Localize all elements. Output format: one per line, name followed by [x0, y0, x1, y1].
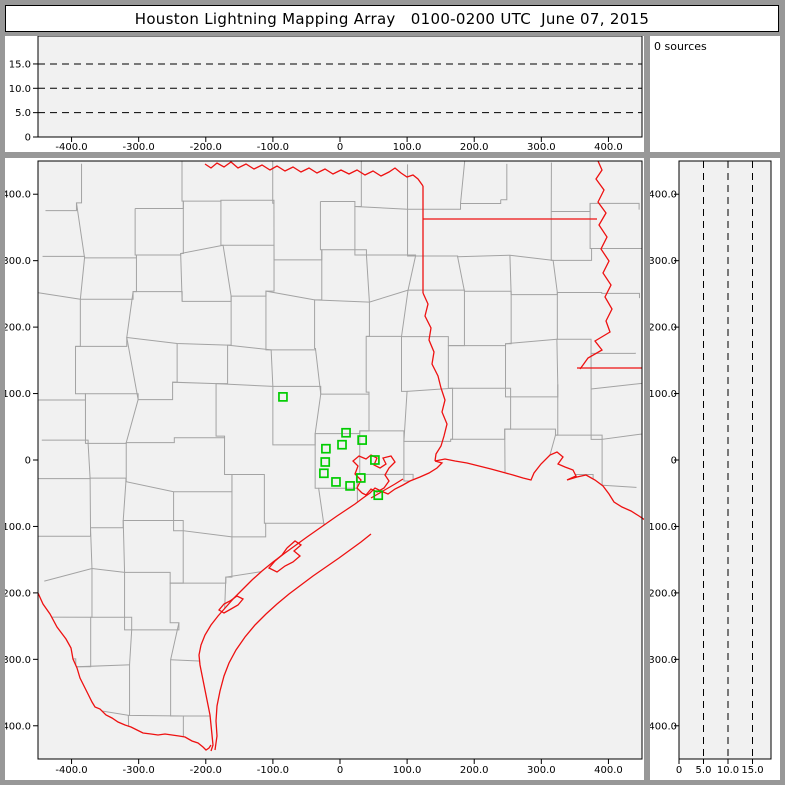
x-tick-label: -300.0 — [123, 765, 155, 776]
lma-station-marker — [341, 427, 351, 438]
x-tick-label: 0 — [337, 765, 343, 776]
red-border-line — [370, 478, 404, 499]
x-tick-label: -100.0 — [257, 142, 289, 152]
lma-station-marker — [321, 443, 331, 454]
y-tick-label: 0 — [25, 133, 31, 144]
red-border-line — [422, 292, 448, 462]
lma-station-marker — [373, 490, 384, 501]
y-tick-label: 100.0 — [5, 389, 31, 400]
x-tick-label: -300.0 — [123, 142, 155, 152]
sources-count-label: 0 sources — [654, 40, 707, 53]
red-border-line — [218, 595, 245, 614]
y-tick-label: -100.0 — [5, 522, 31, 533]
y-tick-label: 300.0 — [650, 256, 677, 267]
page-title: Houston Lightning Mapping Array 0100-020… — [134, 9, 650, 28]
lma-station-marker — [319, 468, 329, 479]
x-tick-label: 100.0 — [393, 765, 422, 776]
lma-station-marker — [337, 439, 347, 450]
x-tick-label: -100.0 — [257, 765, 289, 776]
x-tick-label: -200.0 — [190, 142, 222, 152]
lma-station-marker — [370, 455, 380, 465]
altitude-ns-plot: 400.0 300.0 200.0 100.0 0 -100.0 -200.0 -300.0 -… — [650, 160, 772, 776]
y-tick-label: 200.0 — [5, 323, 31, 334]
x-tick-label: 100.0 — [393, 142, 422, 152]
x-tick-label: 200.0 — [460, 142, 489, 152]
red-border-line — [267, 540, 303, 573]
x-tick-label: 15.0 — [741, 765, 763, 776]
red-border-line — [204, 161, 424, 187]
title-bar: Houston Lightning Mapping Array 0100-020… — [5, 5, 779, 32]
x-tick-label: 400.0 — [594, 142, 623, 152]
y-tick-label: 15.0 — [9, 59, 31, 70]
y-tick-label: -200.0 — [5, 588, 31, 599]
altitude-ew-plot: 15.0 10.0 5.0 0 -400.0 -300.0 -200.0 -100.0 0 100… — [9, 36, 643, 152]
y-tick-label: 300.0 — [5, 256, 31, 267]
x-tick-label: 300.0 — [527, 765, 556, 776]
x-tick-label: 5.0 — [696, 765, 712, 776]
plot-area — [37, 36, 643, 138]
lma-station-marker — [355, 473, 366, 483]
y-tick-label: -400.0 — [650, 721, 677, 732]
y-tick-label: 400.0 — [5, 190, 31, 201]
altitude-ew-panel: 15.0 10.0 5.0 0 -400.0 -300.0 -200.0 -100.0 0 100… — [5, 36, 644, 152]
red-border-line — [579, 160, 613, 370]
county-line — [447, 161, 466, 751]
red-border-line — [352, 454, 396, 496]
plot-area — [678, 160, 772, 760]
lma-station-marker — [278, 392, 288, 402]
red-border-line — [214, 533, 372, 751]
altitude-ns-panel: 400.0 300.0 200.0 100.0 0 -100.0 -200.0 -300.0 -… — [650, 158, 780, 780]
county-line — [44, 657, 644, 675]
red-border-line — [37, 592, 212, 751]
y-tick-label: -300.0 — [5, 655, 31, 666]
y-tick-label: -300.0 — [650, 655, 677, 666]
red-border-line — [434, 451, 644, 521]
y-tick-label: 0 — [671, 456, 677, 467]
y-tick-label: -100.0 — [650, 522, 677, 533]
x-tick-label: 400.0 — [594, 765, 623, 776]
y-tick-label: 400.0 — [650, 190, 677, 201]
y-tick-label: -400.0 — [5, 721, 31, 732]
lma-station-marker — [320, 457, 331, 467]
lma-station-marker — [345, 481, 355, 491]
x-tick-label: 200.0 — [460, 765, 489, 776]
county-line — [75, 163, 93, 751]
plan-view-map-plot: 400.0 300.0 200.0 100.0 0 -100.0 -200.0 -300.0 -… — [5, 160, 644, 776]
y-tick-label: -200.0 — [650, 588, 677, 599]
lma-station-marker — [331, 477, 341, 487]
x-tick-label: -400.0 — [55, 142, 87, 152]
y-tick-label: 10.0 — [9, 84, 31, 95]
x-tick-label: 0 — [337, 142, 343, 152]
state-borders-coastline — [37, 160, 644, 752]
x-tick-label: 0 — [676, 765, 682, 776]
sources-count-panel: 0 sources — [650, 36, 780, 152]
map-background — [38, 161, 642, 759]
county-line — [122, 208, 139, 751]
lma-stations — [278, 392, 384, 501]
county-line — [169, 161, 184, 751]
y-tick-label: 0 — [25, 456, 31, 467]
x-tick-label: 300.0 — [527, 142, 556, 152]
x-tick-label: 10.0 — [717, 765, 739, 776]
y-tick-label: 200.0 — [650, 323, 677, 334]
lma-station-marker — [357, 435, 367, 445]
plan-view-map-panel: 400.0 300.0 200.0 100.0 0 -100.0 -200.0 -300.0 -… — [5, 158, 644, 780]
y-tick-label: 5.0 — [15, 108, 31, 119]
y-tick-label: 100.0 — [650, 389, 677, 400]
x-tick-label: -200.0 — [190, 765, 222, 776]
x-tick-label: -400.0 — [55, 765, 87, 776]
